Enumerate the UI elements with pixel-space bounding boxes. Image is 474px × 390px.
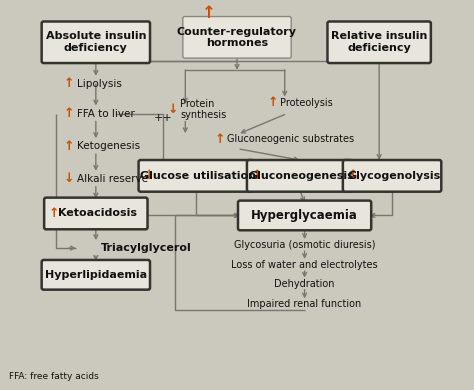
- Text: ↓: ↓: [143, 169, 154, 183]
- Text: ↑: ↑: [202, 4, 216, 21]
- Text: Hyperlipidaemia: Hyperlipidaemia: [45, 270, 147, 280]
- Text: Gluconeogenesis: Gluconeogenesis: [249, 171, 355, 181]
- FancyBboxPatch shape: [343, 160, 441, 192]
- Text: Protein
synthesis: Protein synthesis: [180, 99, 227, 121]
- Text: Glucose utilisation: Glucose utilisation: [140, 171, 256, 181]
- Text: Ketogenesis: Ketogenesis: [77, 141, 140, 151]
- Text: Gluconeogenic substrates: Gluconeogenic substrates: [227, 134, 354, 144]
- FancyBboxPatch shape: [328, 21, 431, 63]
- Text: Hyperglycaemia: Hyperglycaemia: [251, 209, 358, 222]
- Text: ↑: ↑: [64, 77, 74, 90]
- FancyBboxPatch shape: [183, 16, 291, 58]
- Text: Impaired renal function: Impaired renal function: [247, 300, 362, 310]
- FancyBboxPatch shape: [138, 160, 254, 192]
- Text: Loss of water and electrolytes: Loss of water and electrolytes: [231, 260, 378, 270]
- Text: Counter-regulatory
hormones: Counter-regulatory hormones: [177, 27, 297, 48]
- Text: ↑: ↑: [64, 140, 74, 152]
- Text: Lipolysis: Lipolysis: [77, 79, 122, 89]
- Text: Absolute insulin
deficiency: Absolute insulin deficiency: [46, 32, 146, 53]
- FancyBboxPatch shape: [42, 21, 150, 63]
- Text: ++: ++: [154, 113, 173, 124]
- Text: Triacylglycerol: Triacylglycerol: [101, 243, 191, 253]
- FancyBboxPatch shape: [44, 198, 147, 229]
- Text: ↓: ↓: [168, 103, 178, 116]
- Text: ↑: ↑: [215, 133, 225, 146]
- Text: ↑: ↑: [267, 96, 278, 109]
- Text: ↑: ↑: [49, 207, 59, 220]
- Text: Ketoacidosis: Ketoacidosis: [58, 209, 137, 218]
- FancyBboxPatch shape: [238, 200, 371, 230]
- Text: Relative insulin
deficiency: Relative insulin deficiency: [331, 32, 428, 53]
- FancyBboxPatch shape: [247, 160, 352, 192]
- Text: ↑: ↑: [64, 107, 74, 120]
- Text: ↑: ↑: [252, 169, 262, 183]
- Text: FFA: free fatty acids: FFA: free fatty acids: [9, 372, 99, 381]
- Text: ↑: ↑: [347, 169, 358, 183]
- Text: Glycosuria (osmotic diuresis): Glycosuria (osmotic diuresis): [234, 240, 375, 250]
- Text: Dehydration: Dehydration: [274, 279, 335, 289]
- Text: Alkali reserve: Alkali reserve: [77, 174, 148, 184]
- Text: FFA to liver: FFA to liver: [77, 108, 135, 119]
- FancyBboxPatch shape: [42, 260, 150, 290]
- Text: ↓: ↓: [64, 172, 74, 185]
- Text: Glycogenolysis: Glycogenolysis: [347, 171, 441, 181]
- Text: Proteolysis: Proteolysis: [280, 98, 332, 108]
